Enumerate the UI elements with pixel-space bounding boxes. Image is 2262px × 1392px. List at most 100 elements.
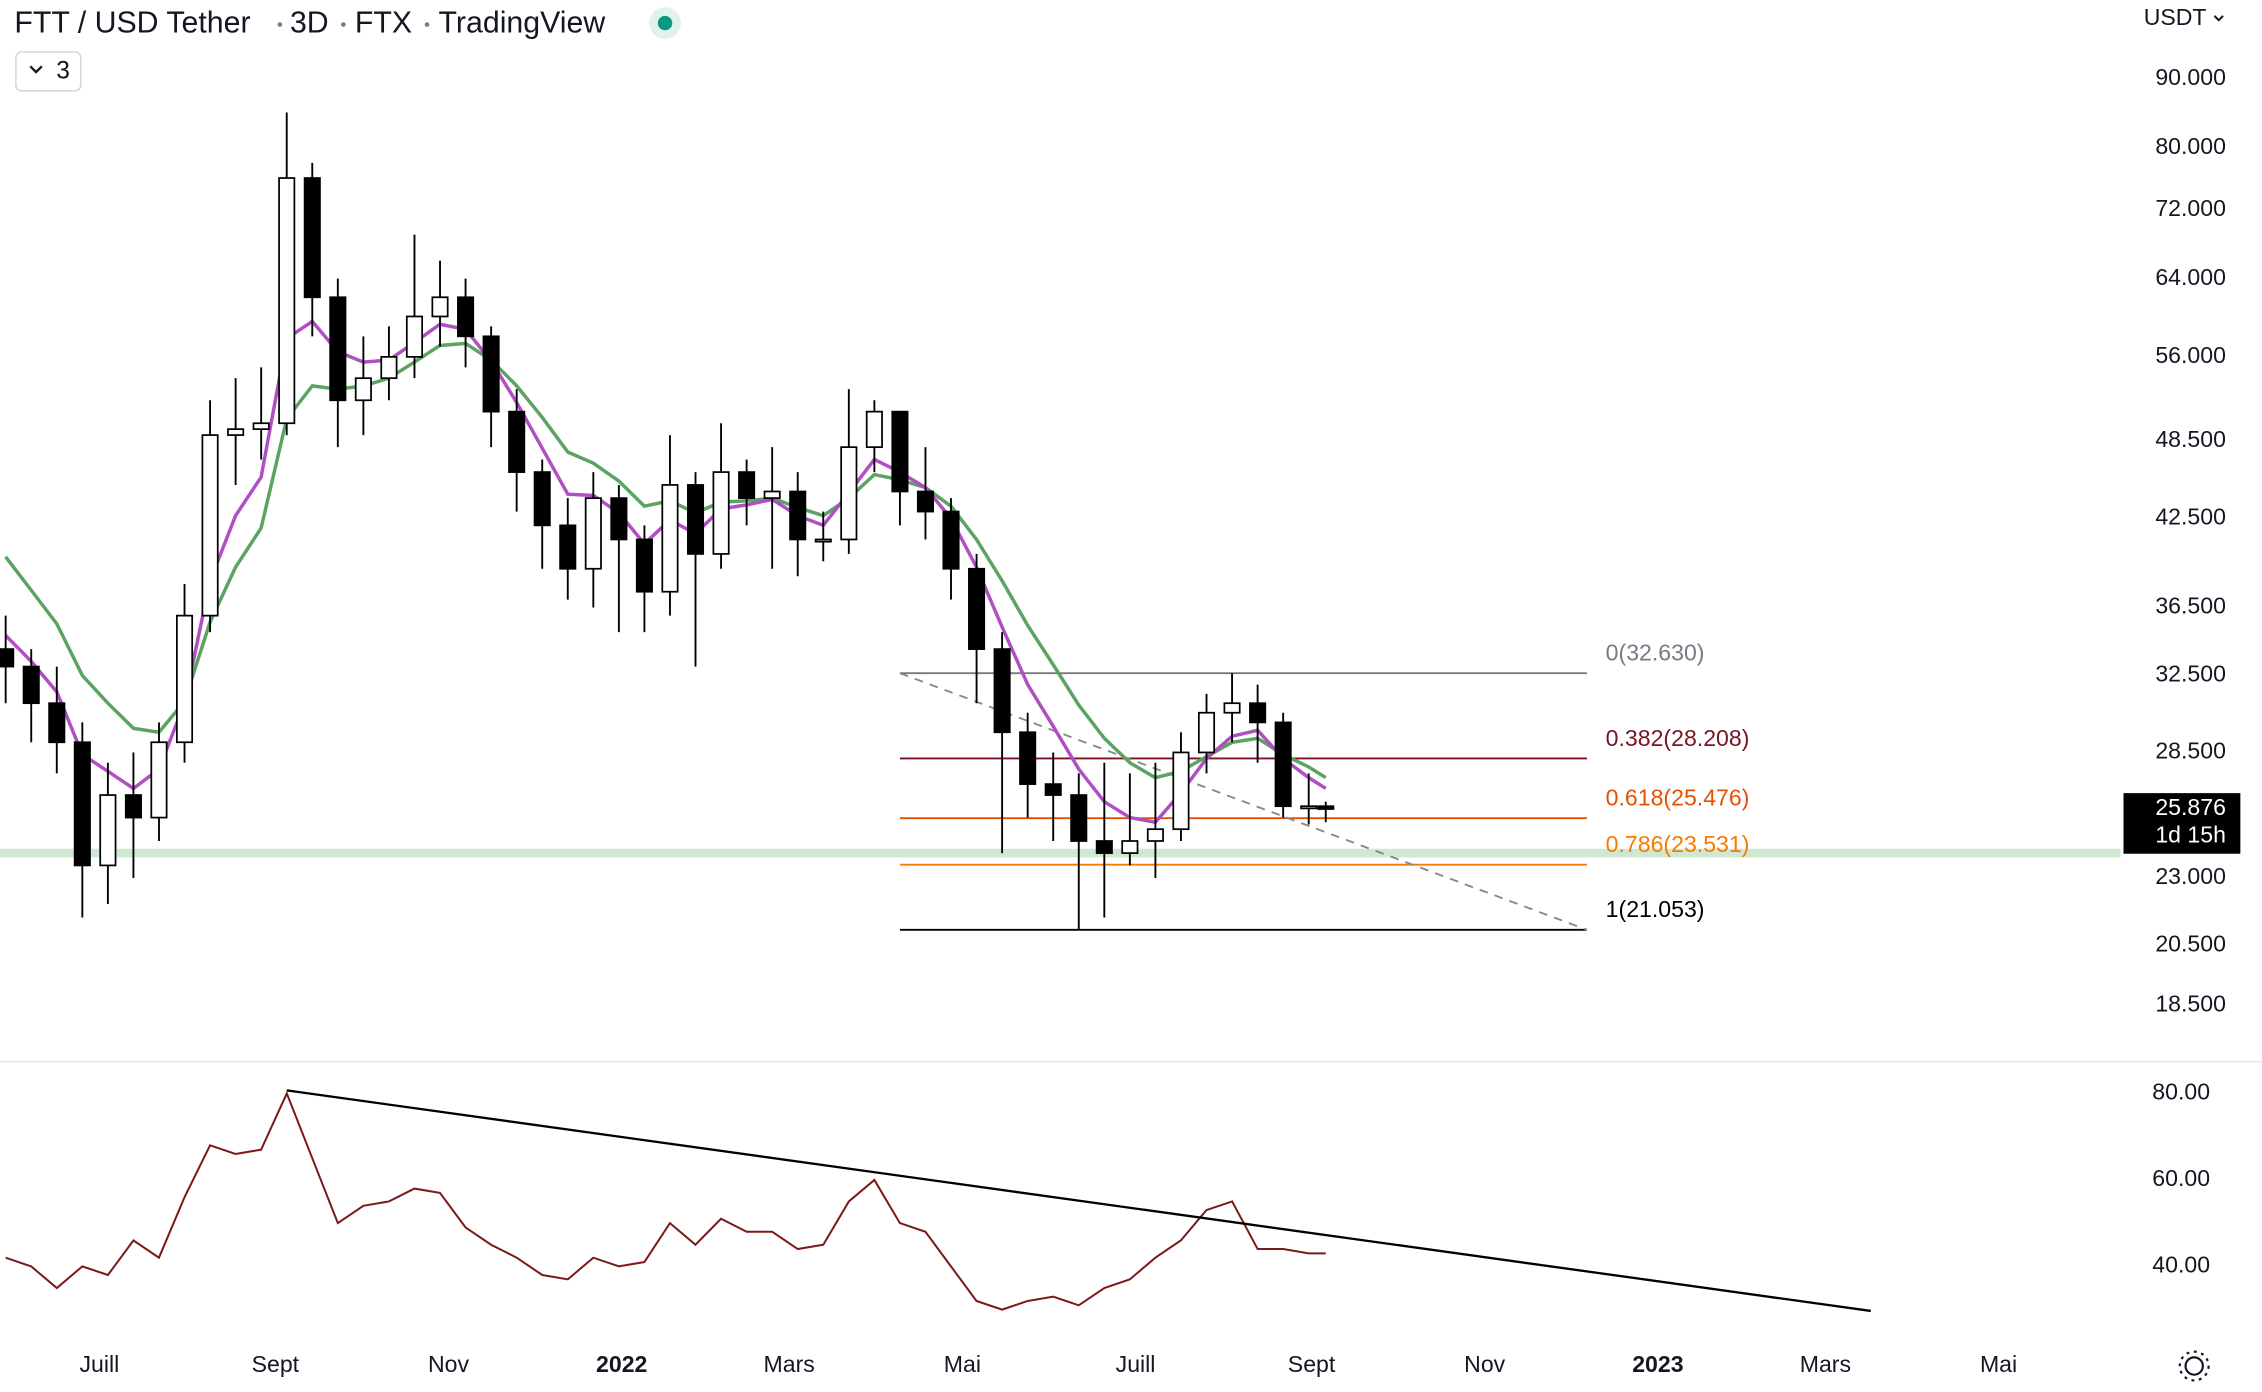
x-tick-label: Juill — [79, 1351, 119, 1377]
candle-body — [1172, 751, 1190, 831]
candle-body — [865, 410, 883, 449]
source: TradingView — [439, 7, 606, 40]
candle-body — [993, 648, 1011, 734]
y-tick-label: 90.000 — [2155, 64, 2226, 90]
candle-body — [1044, 783, 1062, 796]
y-tick-label: 32.500 — [2155, 661, 2226, 687]
symbol-title: FTT / USD Tether — [14, 7, 250, 40]
currency[interactable]: USDT — [2144, 4, 2207, 30]
y-tick-label: 64.000 — [2155, 264, 2226, 290]
separator — [277, 22, 283, 27]
x-tick-label: Mai — [944, 1351, 981, 1377]
overlay: 90.000 80.000 72.000 64.000 56.000 48.500 42.5… — [79, 64, 2241, 1377]
y-tick-label: 36.500 — [2155, 593, 2226, 619]
fib-label: 0(32.630) — [1606, 640, 1705, 666]
candle-body — [635, 538, 653, 593]
candle-body — [73, 741, 91, 867]
fib-label: 0.618(25.476) — [1606, 784, 1750, 810]
plot-area: 0(32.630) 0.382(28.208) 0.618(25.476) 0.786… — [0, 112, 2121, 1313]
candle-body — [814, 538, 832, 543]
rsi-tick-label: 60.00 — [2152, 1165, 2210, 1191]
fib-label: 0.786(23.531) — [1606, 831, 1750, 857]
candle-body — [201, 434, 219, 617]
trendline — [899, 672, 1588, 931]
candle-body — [661, 484, 679, 593]
candle-body — [1249, 702, 1267, 724]
candle-body — [1019, 731, 1037, 785]
price-tag — [2123, 793, 2241, 854]
candle-body — [99, 794, 117, 867]
candle-body — [916, 490, 934, 513]
candle-body — [559, 524, 577, 570]
exchange: FTX — [355, 7, 412, 40]
candle-body — [840, 446, 858, 541]
x-tick-label: 2023 — [1632, 1351, 1683, 1377]
chevron — [29, 65, 43, 74]
x-tick-label: Juill — [1116, 1351, 1156, 1377]
candle-body — [431, 296, 449, 318]
y-tick-label: 72.000 — [2155, 195, 2226, 221]
candle-body — [405, 315, 424, 358]
candle-body — [584, 497, 602, 570]
x-tick-label: Nov — [428, 1351, 470, 1377]
y-tick-label: 18.500 — [2155, 991, 2226, 1017]
y-tick-label: 20.500 — [2155, 930, 2226, 956]
last-price: 25.876 — [2155, 794, 2226, 820]
candle-body — [252, 422, 270, 430]
candle-body — [1197, 711, 1216, 754]
x-tick-label: Sept — [252, 1351, 300, 1377]
candle-body — [1300, 805, 1318, 810]
status-dot[interactable] — [657, 15, 673, 31]
fib-label: 1(21.053) — [1606, 896, 1705, 922]
y-tick-label: 80.000 — [2155, 133, 2226, 159]
candle-body — [48, 702, 66, 744]
x-tick-label: Nov — [1464, 1351, 1506, 1377]
candle-body — [1223, 702, 1241, 714]
candle-body — [380, 356, 398, 380]
x-tick-label: 2022 — [596, 1351, 647, 1377]
candle-body — [738, 471, 756, 499]
y-tick-label: 42.500 — [2155, 504, 2226, 530]
y-tick-label: 23.000 — [2155, 863, 2226, 889]
countdown: 1d 15h — [2155, 822, 2226, 848]
candle-body — [1095, 840, 1113, 854]
y-tick-label: 56.000 — [2155, 342, 2226, 368]
candle-body — [1146, 828, 1164, 842]
candle-body — [150, 741, 168, 819]
candle-body — [763, 490, 781, 499]
rsi-line — [5, 1090, 1326, 1311]
candle-body — [22, 665, 40, 705]
x-tick-label: Mars — [764, 1351, 815, 1377]
candle-body — [942, 510, 960, 570]
candle-body — [789, 490, 807, 541]
candle-body — [1121, 840, 1139, 854]
fib-label: 0.382(28.208) — [1606, 725, 1750, 751]
candle-body — [303, 177, 321, 299]
x-tick-label: Sept — [1288, 1351, 1336, 1377]
indicator-count: 3 — [56, 58, 70, 85]
indicator-toggle[interactable] — [15, 51, 82, 92]
x-tick-label: Mai — [1980, 1351, 2017, 1377]
rsi-tick-label: 80.00 — [2152, 1078, 2210, 1104]
candle-body — [278, 177, 296, 425]
gear — [2184, 1356, 2204, 1376]
rsi-trendline — [286, 1089, 1871, 1313]
gear-teeth — [2178, 1350, 2210, 1382]
candle-body — [124, 794, 142, 819]
candle-body — [712, 471, 730, 555]
candle-body — [1070, 794, 1088, 842]
candle-body — [227, 428, 245, 436]
currency-chevron — [2213, 15, 2224, 22]
y-tick-label: 28.500 — [2155, 738, 2226, 764]
separator — [424, 22, 430, 27]
candle-body — [1317, 805, 1335, 810]
candle-body — [354, 377, 372, 402]
candle-body — [891, 410, 909, 493]
settings-icon[interactable] — [2178, 1350, 2210, 1382]
candle-body — [175, 614, 194, 744]
candle-body — [482, 335, 500, 413]
candle-body — [1274, 721, 1292, 808]
candle-body — [533, 471, 551, 527]
candle-body — [686, 484, 705, 555]
